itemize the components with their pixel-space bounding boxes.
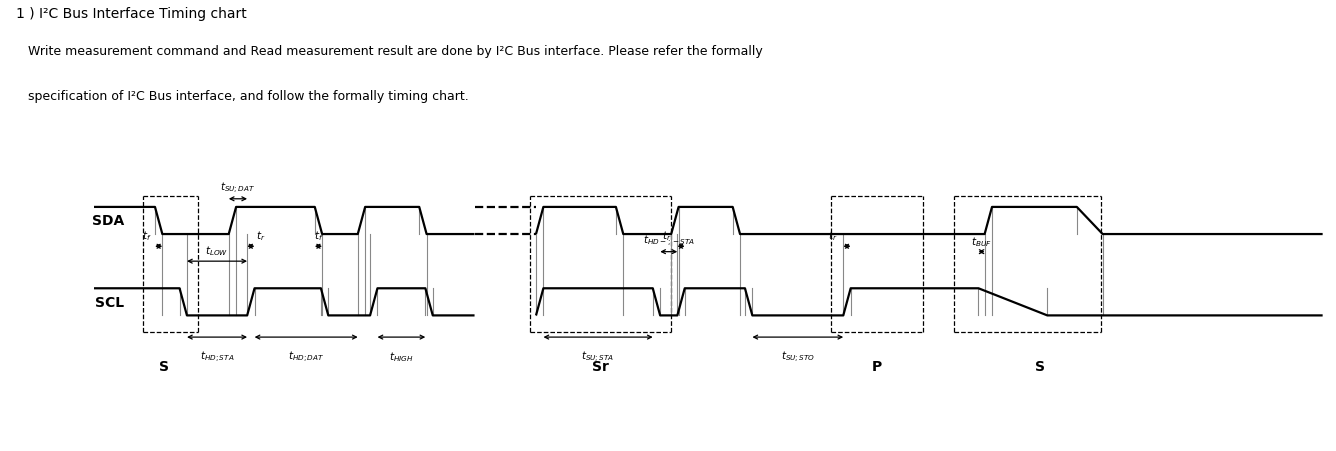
Text: Write measurement command and Read measurement result are done by I²C Bus interf: Write measurement command and Read measu… — [16, 45, 763, 58]
Text: $t_r$: $t_r$ — [828, 229, 838, 243]
Text: S: S — [1035, 359, 1045, 373]
Text: $t_{SU ; DAT}$: $t_{SU ; DAT}$ — [220, 180, 255, 195]
Text: $t_f$: $t_f$ — [314, 229, 323, 243]
Text: SDA: SDA — [92, 214, 124, 228]
Text: $t_{HIGH}$: $t_{HIGH}$ — [389, 350, 414, 364]
Text: 1 ) I²C Bus Interface Timing chart: 1 ) I²C Bus Interface Timing chart — [16, 7, 247, 21]
Text: $t_{BUF}$: $t_{BUF}$ — [971, 234, 991, 248]
Text: Sr: Sr — [592, 359, 609, 373]
Text: $t_r$: $t_r$ — [661, 229, 671, 243]
Text: specification of I²C Bus interface, and follow the formally timing chart.: specification of I²C Bus interface, and … — [16, 90, 469, 103]
Text: P: P — [872, 359, 882, 373]
Text: $t_{LOW}$: $t_{LOW}$ — [206, 244, 228, 258]
Text: $t_{SU ; STA}$: $t_{SU ; STA}$ — [581, 350, 615, 364]
Text: $t_{HD-;-STA}$: $t_{HD-;-STA}$ — [643, 233, 695, 248]
Text: $t_{HD ; STA}$: $t_{HD ; STA}$ — [200, 350, 234, 364]
Text: $t_{HD ; DAT}$: $t_{HD ; DAT}$ — [289, 350, 325, 364]
Text: $t_{SU;STO}$: $t_{SU;STO}$ — [780, 350, 815, 364]
Text: SCL: SCL — [95, 295, 124, 309]
Text: S: S — [159, 359, 170, 373]
Text: $t_f$: $t_f$ — [142, 229, 151, 243]
Text: $t_r$: $t_r$ — [257, 229, 266, 243]
